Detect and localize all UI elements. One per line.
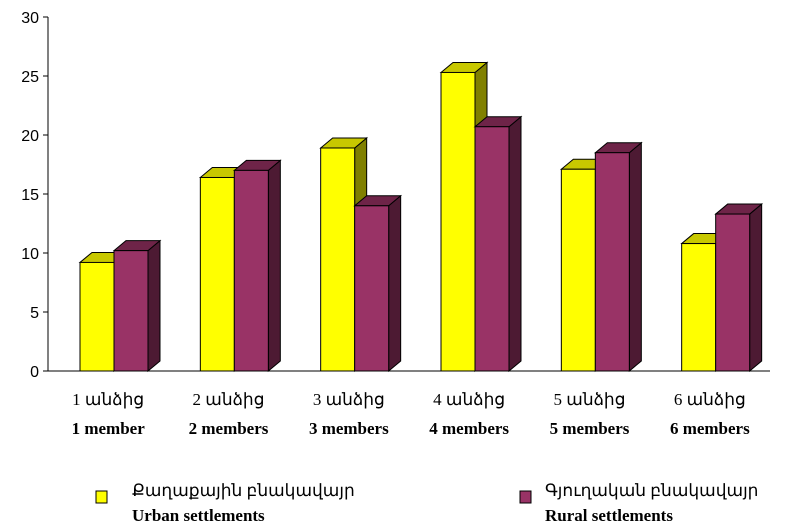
- bar-side: [749, 202, 763, 373]
- y-tick-label: 5: [30, 305, 39, 322]
- x-tick-label-line2: 1 member: [72, 419, 146, 438]
- x-tick-label-line1: 4 անձից: [433, 390, 505, 409]
- bar-side: [628, 141, 642, 373]
- bar-front: [594, 152, 630, 372]
- bar-front: [320, 147, 356, 372]
- bar-side: [267, 159, 281, 373]
- bar-rural: [112, 239, 162, 373]
- bar-front: [233, 169, 269, 372]
- legend-item-urban: Քաղաքային բնակավայր Urban settlements: [95, 481, 355, 525]
- x-tick-label-line2: 6 members: [670, 419, 750, 438]
- x-tick-label-line1: 6 անձից: [674, 390, 746, 409]
- x-tick-label-line2: 5 members: [550, 419, 630, 438]
- x-tick-label-line1: 3 անձից: [313, 390, 385, 409]
- x-tick-label-line2: 2 members: [189, 419, 269, 438]
- bar-front: [440, 71, 476, 372]
- legend-swatch: [95, 490, 108, 504]
- x-axis-labels: 1 անձից 1 member 2 անձից 2 members 3 անձից 3 …: [72, 390, 751, 438]
- y-tick-label: 30: [21, 10, 39, 27]
- bar-front: [79, 261, 115, 372]
- bar-rural: [353, 194, 403, 373]
- legend-label-line2: Urban settlements: [132, 506, 265, 525]
- y-tick-label: 0: [30, 364, 39, 381]
- bar-rural: [473, 115, 523, 373]
- bar-side: [508, 115, 522, 373]
- legend-label-line2: Rural settlements: [545, 506, 673, 525]
- y-tick-label: 15: [21, 187, 39, 204]
- bars: [78, 61, 764, 373]
- bar-front: [199, 176, 235, 372]
- x-tick-label-line2: 4 members: [429, 419, 509, 438]
- bar-front: [681, 243, 717, 372]
- y-tick-label: 20: [21, 128, 39, 145]
- legend-item-rural: Գյուղական բնակավայր Rural settlements: [519, 481, 758, 525]
- bar-rural: [593, 141, 643, 373]
- legend-swatch: [519, 490, 532, 504]
- x-tick-label-line1: 1 անձից: [72, 390, 144, 409]
- bar-front: [354, 205, 390, 372]
- legend-label-line1: Քաղաքային բնակավայր: [132, 481, 355, 500]
- bar-front: [113, 250, 149, 372]
- bar-rural: [714, 202, 764, 373]
- x-tick-label-line2: 3 members: [309, 419, 389, 438]
- bar-front: [715, 213, 751, 372]
- bar-front: [474, 126, 510, 372]
- y-tick-label: 25: [21, 69, 39, 86]
- x-tick-label-line1: 2 անձից: [193, 390, 265, 409]
- x-tick-label-line1: 5 անձից: [554, 390, 626, 409]
- legend: Քաղաքային բնակավայր Urban settlements Գյու…: [95, 481, 758, 525]
- y-tick-label: 10: [21, 246, 39, 263]
- bar-side: [388, 194, 402, 373]
- bar-front: [560, 168, 596, 372]
- legend-label-line1: Գյուղական բնակավայր: [545, 481, 758, 500]
- y-axis-ticks: 0 5 10 15 20 25 30: [21, 10, 48, 381]
- bar-rural: [232, 159, 282, 373]
- bar-side: [147, 239, 161, 373]
